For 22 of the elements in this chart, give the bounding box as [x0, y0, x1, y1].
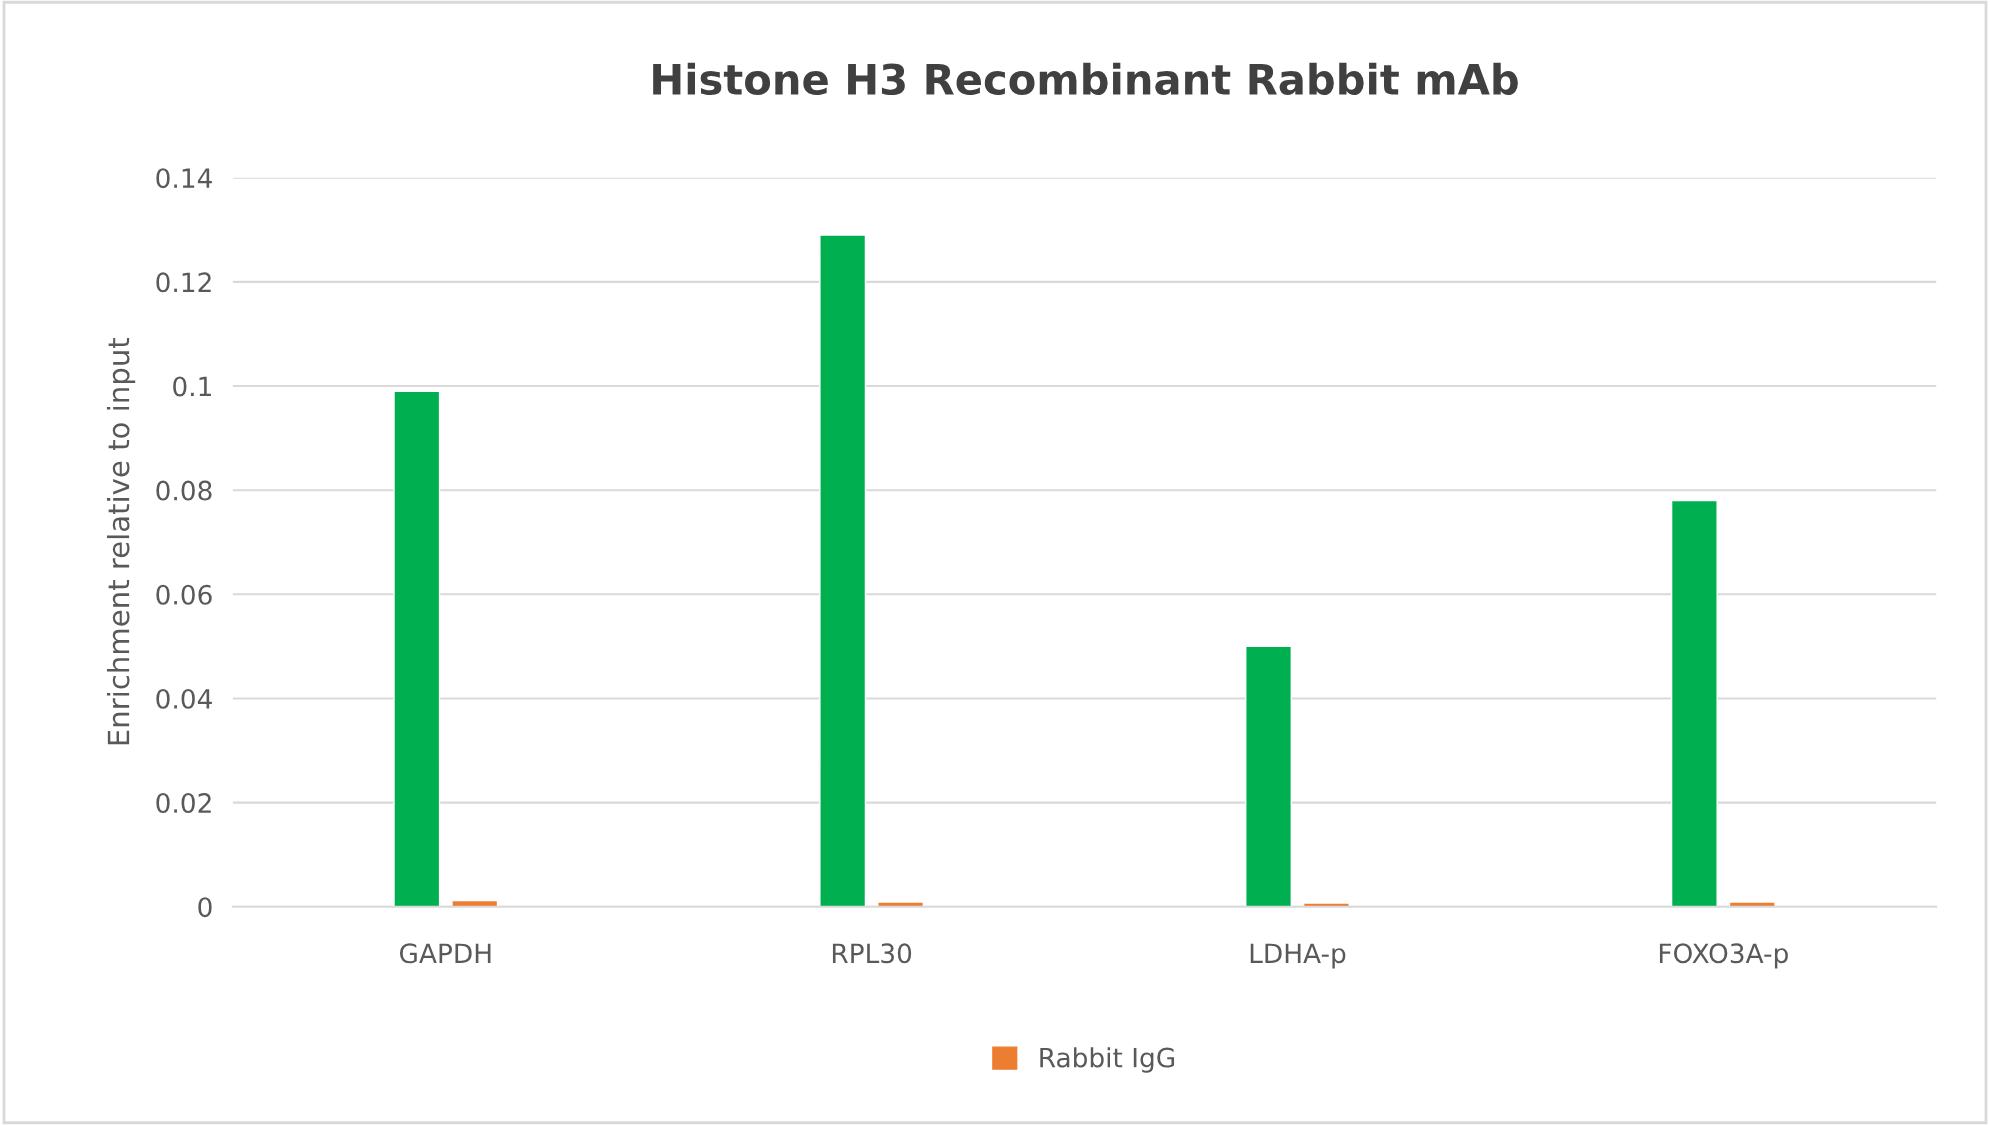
- bar: [1670, 499, 1718, 907]
- y-tick-label: 0.1: [173, 376, 211, 397]
- y-tick-label: 0.04: [156, 688, 212, 709]
- bar: [1728, 901, 1776, 907]
- y-tick-label: 0.14: [156, 168, 212, 189]
- x-tick-label: GAPDH: [399, 943, 491, 964]
- x-tick-label: RPL30: [832, 943, 912, 964]
- y-tick-label: 0.12: [156, 272, 211, 293]
- x-tick-label: FOXO3A-p: [1659, 943, 1788, 969]
- y-tick-label: 0: [198, 897, 212, 918]
- bar: [819, 234, 867, 907]
- bar: [393, 390, 441, 907]
- y-axis-title: Enrichment relative to input: [106, 337, 136, 745]
- bar: [1302, 902, 1350, 907]
- x-tick-label: LDHA-p: [1250, 943, 1346, 969]
- legend-label: Rabbit IgG: [1040, 1047, 1175, 1073]
- bar: [1245, 645, 1292, 907]
- y-tick-label: 0.02: [156, 793, 211, 814]
- bar: [877, 901, 925, 907]
- y-tick-label: 0.06: [156, 584, 212, 605]
- chart-title: Histone H3 Recombinant Rabbit mAb: [653, 62, 1518, 96]
- y-tick-label: 0.08: [156, 480, 212, 501]
